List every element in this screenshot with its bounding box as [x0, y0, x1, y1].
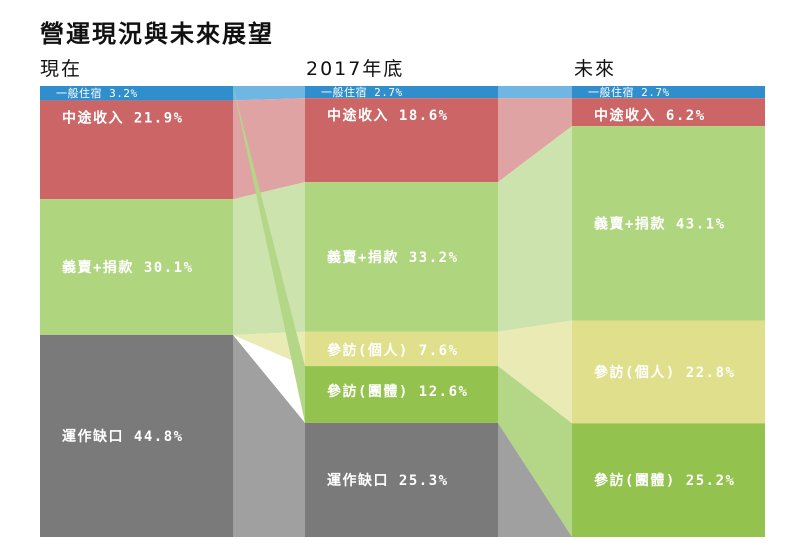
bar-visits-group-col2	[572, 423, 765, 537]
connector-halfway-income-1	[498, 98, 572, 183]
connector-sales-donations-1	[498, 126, 572, 332]
connector-halfway-income-0	[233, 98, 305, 200]
label-general-lodging-col2: 一般住宿 2.7%	[588, 85, 670, 99]
column-header-now: 現在	[40, 58, 83, 80]
label-general-lodging-col1: 一般住宿 2.7%	[321, 85, 403, 99]
column-header-2017: 2017年底	[306, 58, 405, 80]
label-sales-donations-col0: 義賣+捐款 30.1%	[62, 259, 194, 276]
connector-operating-gap-0	[233, 334, 305, 537]
label-operating-gap-col0: 運作缺口 44.8%	[62, 428, 184, 445]
bar-sales-donations-col2	[572, 126, 765, 321]
label-halfway-income-col0: 中途收入 21.9%	[62, 109, 184, 126]
bar-sales-donations-col1	[305, 182, 498, 332]
label-sales-donations-col1: 義賣+捐款 33.2%	[327, 249, 459, 266]
bar-halfway-income-col1	[305, 98, 498, 183]
label-halfway-income-col2: 中途收入 6.2%	[594, 107, 706, 124]
bar-halfway-income-col2	[572, 98, 765, 127]
label-sales-donations-col2: 義賣+捐款 43.1%	[594, 215, 726, 232]
bar-visits-group-col1	[305, 366, 498, 423]
connector-sales-donations-0	[233, 182, 305, 335]
connector-visits-individual-0	[233, 331, 305, 367]
label-visits-individual-col2: 參訪(個人) 22.8%	[594, 364, 735, 381]
bar-general-lodging-col0	[40, 86, 233, 101]
chart-title: 營運現況與未來展望	[40, 20, 274, 48]
connector-general-lodging-1	[498, 86, 572, 99]
bar-operating-gap-col1	[305, 422, 498, 537]
connector-visits-individual-1	[498, 320, 572, 424]
bar-visits-individual-col1	[305, 331, 498, 367]
label-halfway-income-col1: 中途收入 18.6%	[327, 107, 449, 124]
label-visits-group-col2: 參訪(團體) 25.2%	[594, 472, 735, 489]
bar-sales-donations-col0	[40, 199, 233, 335]
connector-operating-gap-1	[498, 422, 572, 537]
label-general-lodging-col0: 一般住宿 3.2%	[56, 86, 138, 100]
column-header-future: 未來	[574, 58, 617, 80]
bar-halfway-income-col0	[40, 100, 233, 200]
bar-general-lodging-col1	[305, 86, 498, 99]
bar-visits-individual-col2	[572, 320, 765, 424]
connector-general-lodging-0	[233, 86, 305, 101]
bar-operating-gap-col0	[40, 334, 233, 537]
connector-visits-group-1	[498, 366, 572, 537]
label-visits-individual-col1: 參訪(個人) 7.6%	[327, 342, 459, 359]
connector-visits-group-0	[233, 86, 305, 423]
label-operating-gap-col1: 運作缺口 25.3%	[327, 472, 449, 489]
label-visits-group-col1: 參訪(團體) 12.6%	[327, 383, 468, 400]
bar-general-lodging-col2	[572, 86, 765, 99]
